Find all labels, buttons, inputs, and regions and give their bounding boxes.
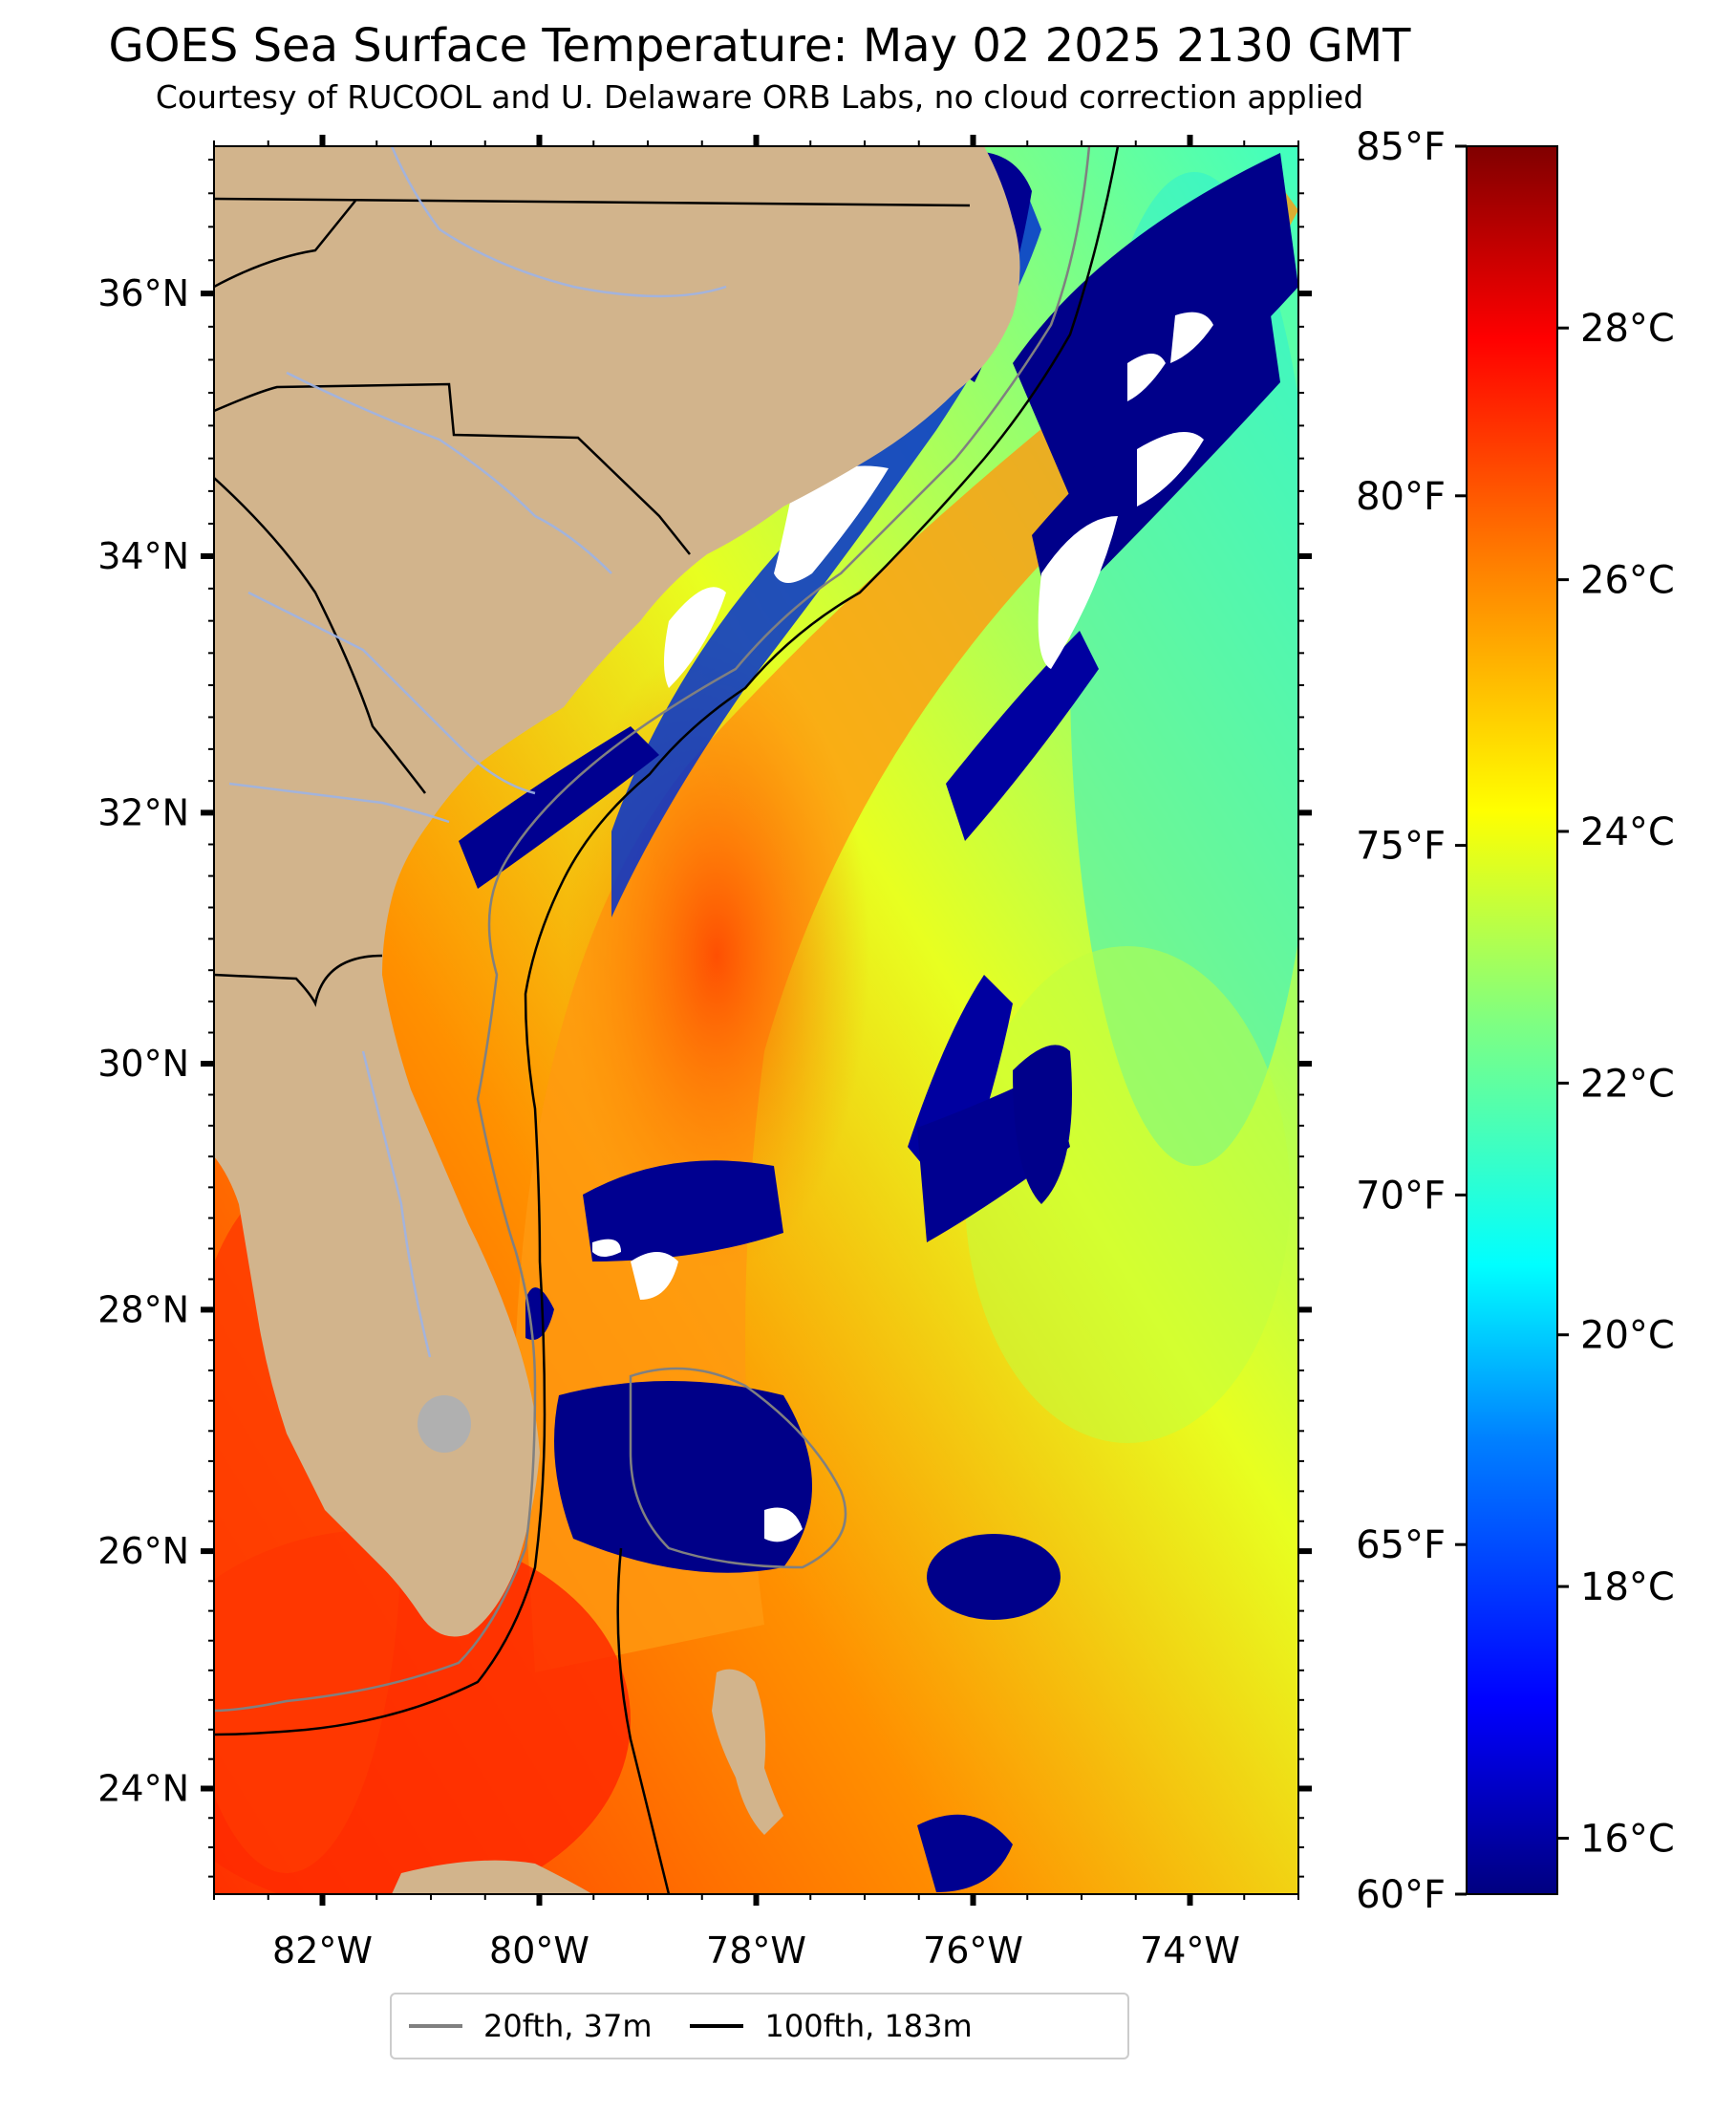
legend-label-20fth: 20fth, 37m (483, 2008, 653, 2044)
lat-tick-label: 32°N (97, 791, 189, 833)
colorbar-c-label: 22°C (1580, 1062, 1675, 1106)
page-title: GOES Sea Surface Temperature: May 02 202… (108, 19, 1411, 73)
bathymetry-contours (214, 146, 1120, 1894)
colorbar-c-label: 16°C (1580, 1817, 1675, 1861)
colorbar-gradient (1466, 145, 1558, 1895)
lon-tick-label: 80°W (489, 1930, 589, 1972)
colorbar: 85°F 80°F 75°F 70°F 65°F 60°F 28°C 26°C 24°C 22°… (1356, 125, 1675, 1917)
colorbar-f-label: 80°F (1356, 475, 1446, 519)
latitude-axis: 36°N 34°N 32°N 30°N 28°N 26°N 24°N (97, 159, 1312, 1878)
state-borders (214, 197, 971, 1007)
colorbar-c-label: 20°C (1580, 1314, 1675, 1358)
contour-100fth (214, 146, 1120, 1736)
colorbar-f-label: 75°F (1356, 825, 1446, 869)
land-mass (214, 146, 1020, 1894)
contour-legend: 20fth, 37m 100fth, 183m (390, 1993, 1129, 2059)
colorbar-c-label: 18°C (1580, 1565, 1675, 1609)
rivers (228, 146, 727, 1358)
lat-tick-label: 28°N (97, 1288, 189, 1330)
legend-swatch-20fth (409, 2024, 462, 2028)
lon-tick-label: 76°W (923, 1930, 1023, 1972)
legend-swatch-100fth (690, 2024, 744, 2028)
colorbar-f-label: 60°F (1356, 1873, 1446, 1917)
longitude-axis: 82°W 80°W 78°W 76°W 74°W (213, 135, 1299, 1972)
lat-tick-label: 24°N (97, 1767, 189, 1809)
colorbar-c-label: 26°C (1580, 559, 1675, 603)
colorbar-c-label: 28°C (1580, 307, 1675, 351)
colorbar-celsius-axis: 28°C 26°C 24°C 22°C 20°C 18°C 16°C (1557, 307, 1675, 1861)
lat-tick-label: 30°N (97, 1043, 189, 1085)
lon-tick-label: 78°W (706, 1930, 806, 1972)
legend-entry-20fth: 20fth, 37m (409, 2007, 652, 2045)
colorbar-c-label: 24°C (1580, 810, 1675, 854)
contour-bahamas-20fth (629, 1367, 847, 1569)
legend-entry-100fth: 100fth, 183m (690, 2007, 973, 2045)
lon-tick-label: 74°W (1140, 1930, 1240, 1972)
contour-20fth (214, 146, 1091, 1713)
legend-label-100fth: 100fth, 183m (764, 2008, 973, 2044)
contour-bahamas-100fth (616, 1547, 671, 1894)
lat-tick-label: 36°N (97, 272, 189, 314)
colorbar-fahrenheit-axis: 85°F 80°F 75°F 70°F 65°F 60°F (1356, 125, 1467, 1917)
lat-tick-label: 26°N (97, 1530, 189, 1572)
page-subtitle: Courtesy of RUCOOL and U. Delaware ORB L… (155, 78, 1364, 116)
colorbar-f-label: 85°F (1356, 125, 1446, 169)
lon-tick-label: 82°W (272, 1930, 373, 1972)
lat-tick-label: 34°N (97, 535, 189, 577)
colorbar-f-label: 70°F (1356, 1174, 1446, 1218)
colorbar-f-label: 65°F (1356, 1523, 1446, 1567)
